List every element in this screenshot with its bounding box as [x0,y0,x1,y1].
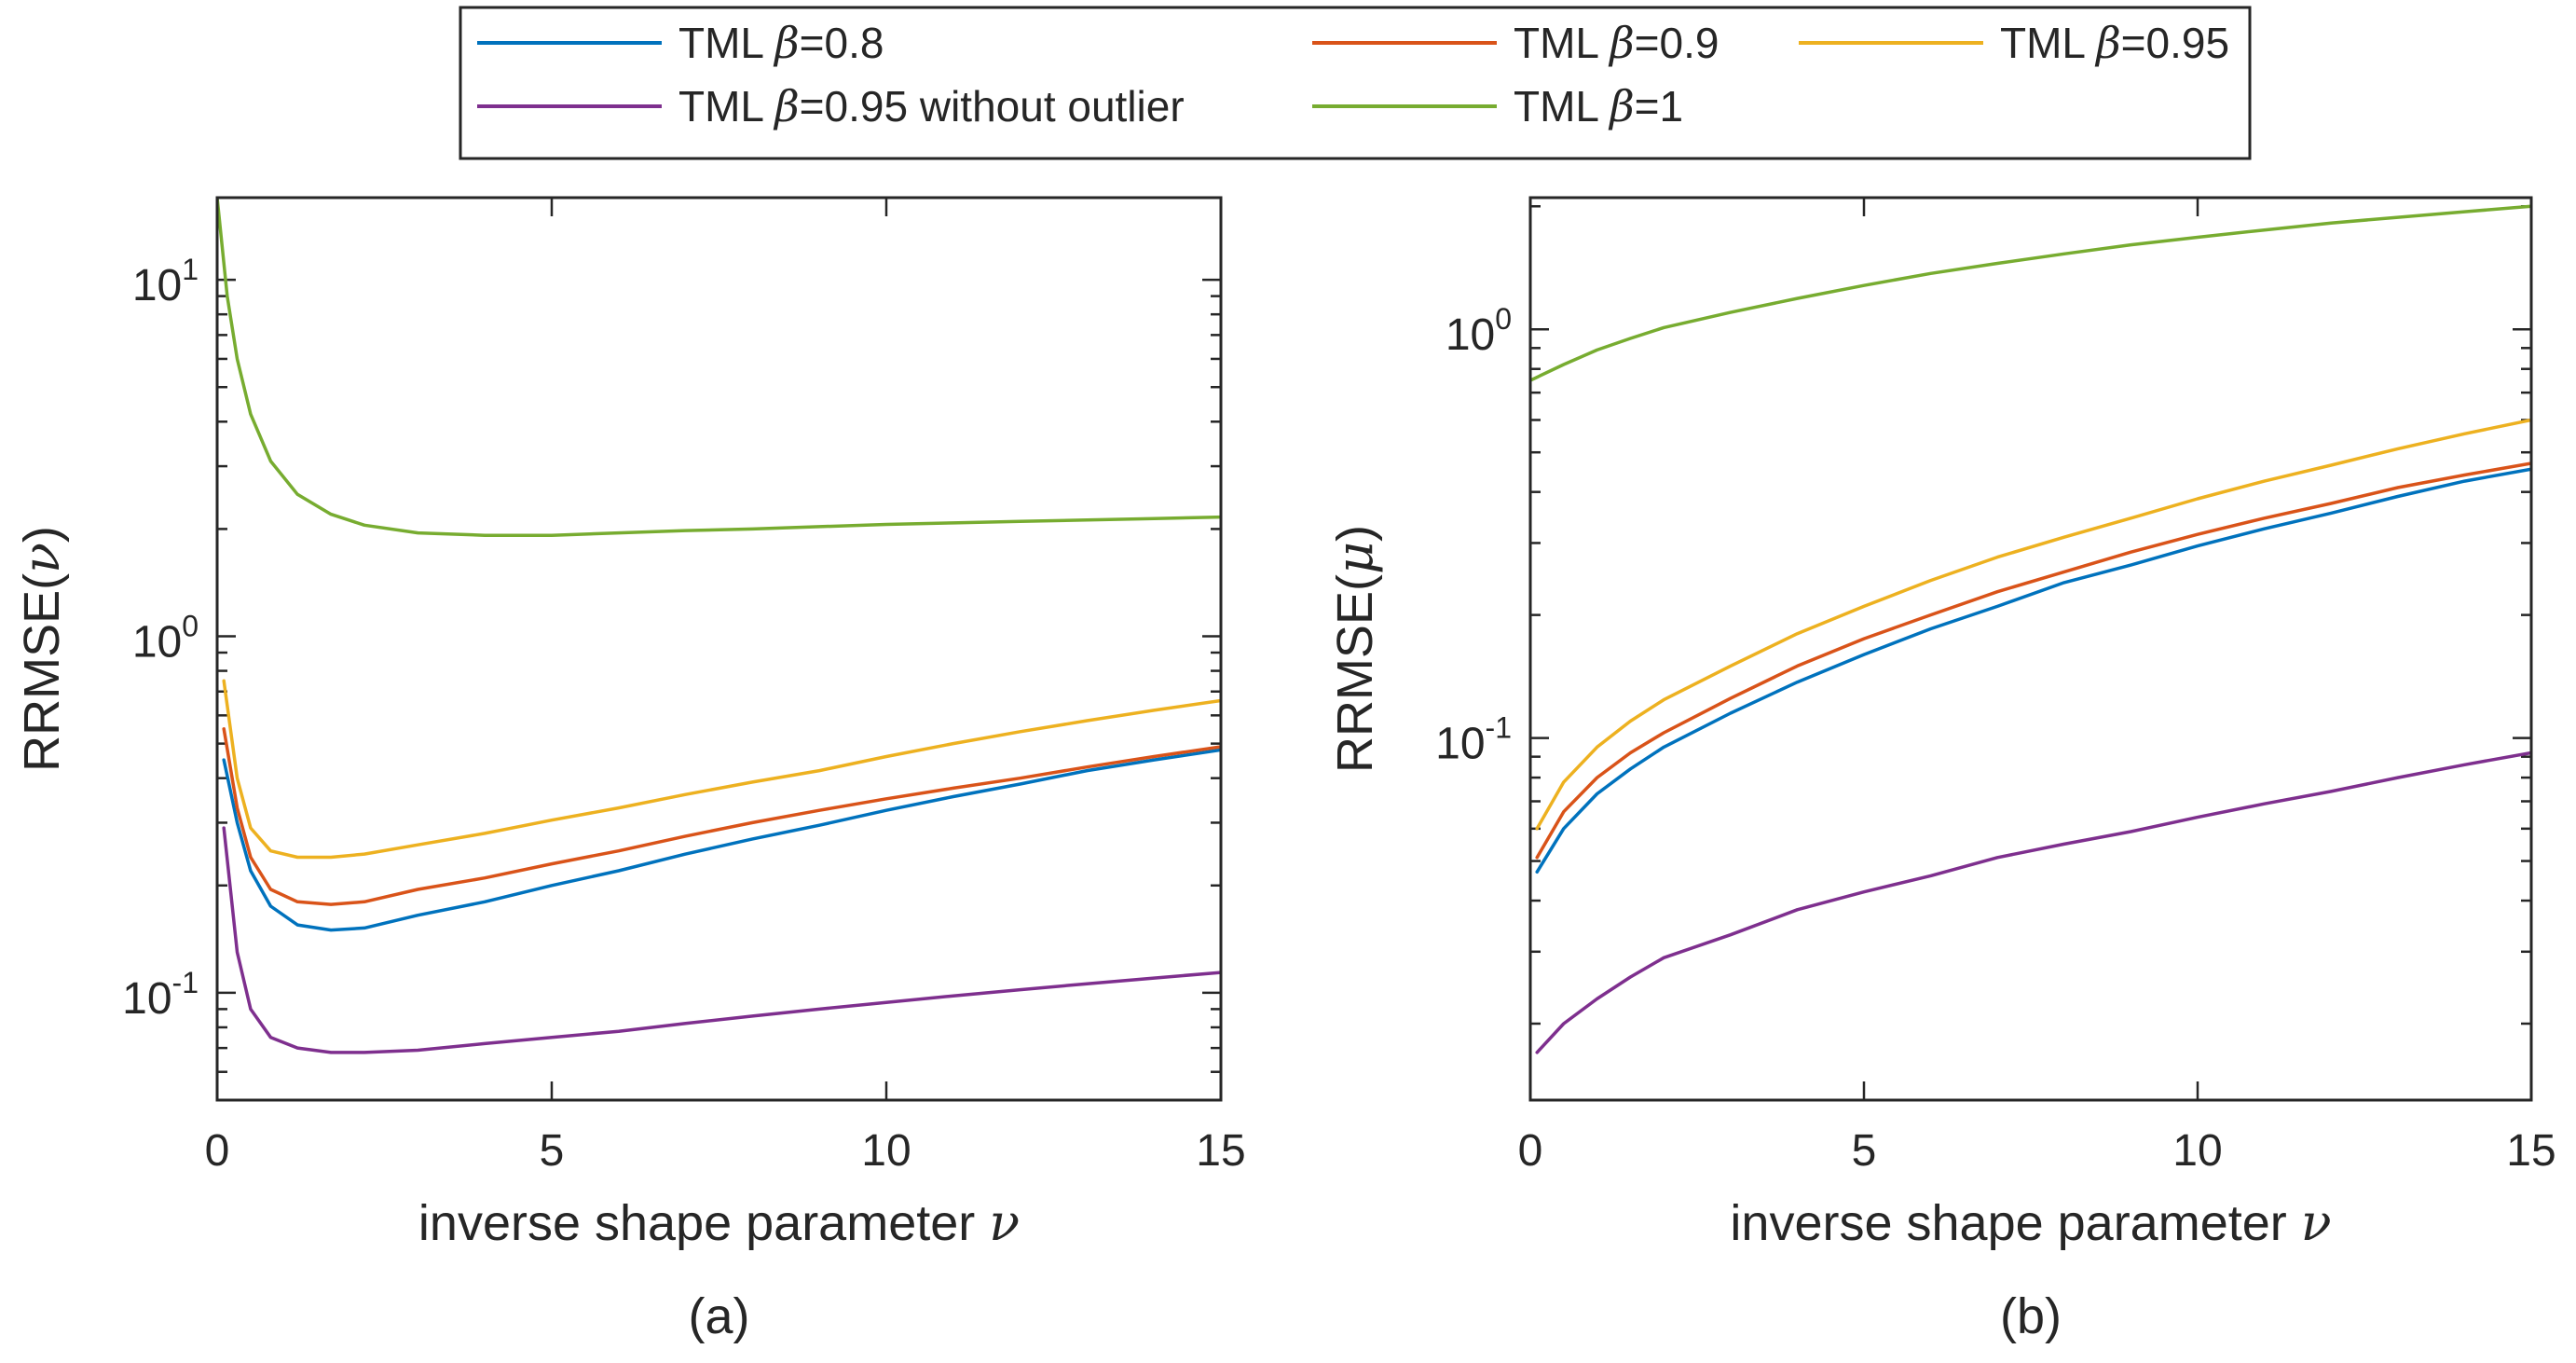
legend-label: TML β=0.95 without outlier [678,81,1185,131]
panel-label: (a) [689,1288,750,1344]
series-group [217,198,1221,1054]
plot-frame [215,196,1223,1102]
x-tick-label: 10 [2172,1126,2222,1176]
series-line [1535,461,2531,860]
y-tick-label: 10-1 [122,966,199,1024]
series-line [1535,750,2531,1054]
y-tick-label: 100 [132,610,199,668]
series-line [1535,418,2531,831]
panel-a: 0 5 10 15 10-1 100 101 inverse shape parameter … [12,196,1246,1344]
series-line [222,679,1221,860]
series-line [1535,467,2531,874]
y-axis-title: RRMSE(ν) [12,526,71,772]
legend-label: TML β=0.95 [2000,18,2229,68]
panel-label: (b) [2000,1288,2062,1344]
plot-area [1530,198,2531,1100]
series-line [222,727,1221,906]
x-tick-label: 0 [205,1126,230,1176]
x-axis-title: inverse shape parameter ν [418,1193,1020,1252]
y-axis-title: RRMSE(μ) [1325,525,1384,773]
plot-frame [1528,196,2533,1102]
legend: TML β=0.8 TML β=0.9 TML β=0.95 TML β=0.95 w… [459,6,2252,160]
y-tick-label: 10-1 [1435,711,1512,769]
series-group [1530,204,2531,1054]
y-tick-label: 101 [132,253,199,310]
x-axis-title: inverse shape parameter ν [1730,1193,2331,1252]
y-tick-label: 100 [1446,302,1512,360]
x-tick-label: 10 [861,1126,911,1176]
legend-label: TML β=1 [1514,81,1683,131]
x-tick-label: 5 [540,1126,565,1176]
panel-b: 0 5 10 15 10-1 100 inverse shape parameter ν RR… [1325,196,2556,1344]
series-line [222,748,1221,932]
legend-label: TML β=0.8 [678,18,884,68]
legend-box [459,6,2252,160]
series-line [222,826,1221,1054]
x-tick-label: 0 [1518,1126,1543,1176]
x-tick-label: 15 [1196,1126,1245,1176]
series-line [1530,204,2531,382]
x-tick-label: 15 [2506,1126,2555,1176]
x-tick-label: 5 [1852,1126,1877,1176]
legend-label: TML β=0.9 [1514,18,1719,68]
series-line [217,198,1221,537]
plot-area [217,198,1221,1100]
